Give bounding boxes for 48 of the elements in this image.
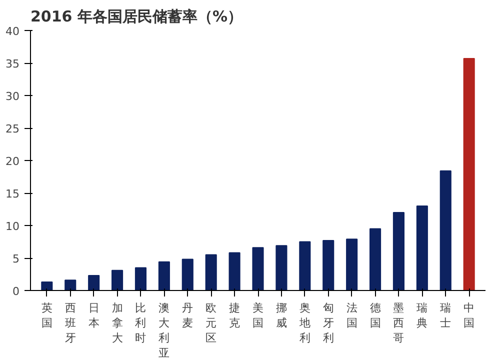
bar [205,254,217,290]
bar [64,280,76,290]
x-tick-label: 加拿大 [112,302,123,344]
x-tick-label: 德国 [370,302,381,330]
x-tick-label: 丹麦 [182,302,194,330]
x-tick-label: 澳大利亚 [158,302,170,360]
x-tick-label: 欧元区 [206,302,217,344]
x-tick-label: 比利时 [135,302,146,344]
bar [463,58,475,290]
x-tick-label: 瑞士 [440,302,452,330]
y-tick-label: 20 [6,155,20,168]
bar [299,241,311,290]
bar [41,282,53,290]
x-tick-label: 墨西哥 [393,302,404,344]
bar [112,270,124,290]
x-tick-label: 捷克 [229,302,240,330]
bar [276,245,288,290]
x-tick-label: 西班牙 [64,302,76,344]
chart-title: 2016 年各国居民储蓄率（%） [30,8,242,26]
y-tick-label: 40 [6,25,20,38]
bar [252,247,264,290]
bar [134,267,147,290]
x-tick-label: 法国 [346,302,358,330]
bar [440,170,452,290]
x-tick-label: 中国 [464,302,475,330]
y-tick-label: 25 [6,122,20,136]
x-tick-label: 挪威 [276,302,287,330]
bar [346,238,358,290]
y-tick-label: 35 [6,58,20,70]
bar [182,258,194,290]
y-tick-label: 30 [6,90,20,103]
x-tick-label: 匈牙利 [322,302,334,344]
bar [158,261,170,290]
y-tick-label: 15 [6,188,20,200]
y-tick-label: 10 [6,220,20,233]
x-tick-label: 瑞典 [416,302,428,330]
x-tick-label: 奥地利 [298,302,310,344]
bar [392,212,404,290]
bar [228,252,240,290]
bar [416,206,428,290]
x-tick-label: 日本 [88,302,100,330]
x-tick-label: 美国 [252,302,264,330]
bar [369,228,382,290]
bar [88,275,100,290]
y-tick-label: 0 [12,285,20,298]
x-tick-label: 英国 [41,302,52,330]
bar [322,240,334,290]
y-tick-label: 5 [12,252,20,266]
